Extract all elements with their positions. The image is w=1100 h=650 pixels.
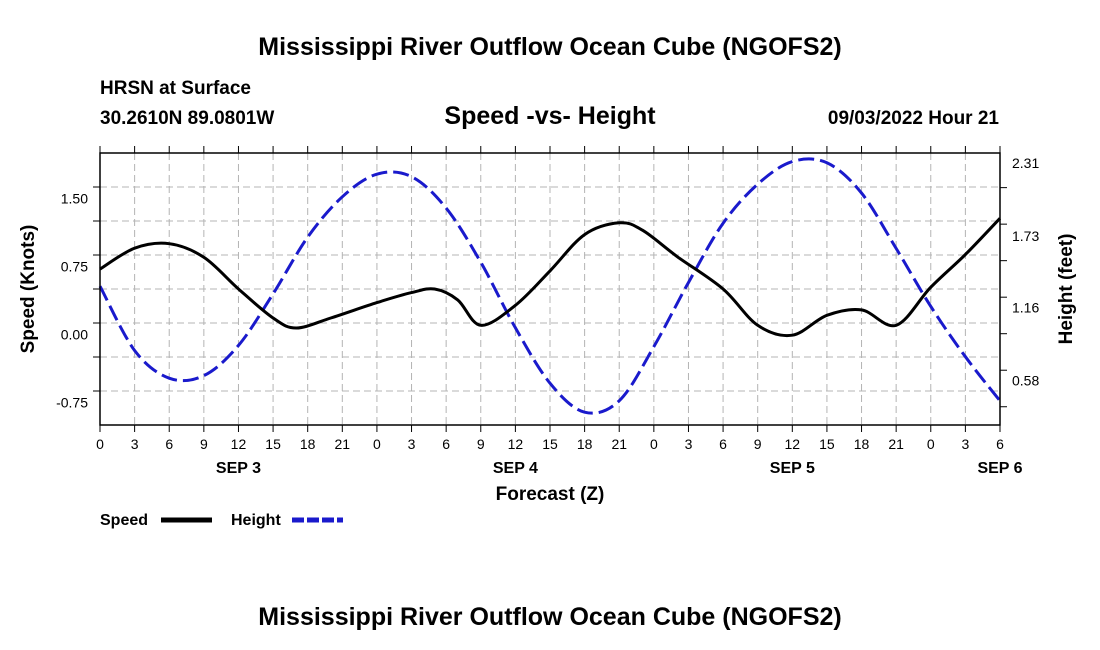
axis-tick-labels: 0 3 6 9 12 15 18 21 0 3 6 9 12 15 18 21 0 3 6 9 12 15 18 21 0 3 6 S… <box>56 155 1039 477</box>
x-tick-label: 3 <box>131 436 139 452</box>
x-tick-label: 18 <box>854 436 870 452</box>
x-tick-label: 12 <box>231 436 247 452</box>
legend: Speed Height <box>100 512 343 529</box>
x-tick-label: 9 <box>200 436 208 452</box>
y-tick-label: 0.75 <box>61 258 88 274</box>
y2-tick-label: 2.31 <box>1012 155 1039 171</box>
x-tick-label: 12 <box>508 436 524 452</box>
x-tick-label: 3 <box>685 436 693 452</box>
x-tick-label: 3 <box>408 436 416 452</box>
coordinates-label: 30.2610N 89.0801W <box>100 108 274 129</box>
y2-tick-label: 1.73 <box>1012 228 1039 244</box>
x-tick-label: 21 <box>888 436 904 452</box>
x-tick-label: 0 <box>650 436 658 452</box>
speed-series-line <box>99 217 1002 338</box>
x-tick-label: 0 <box>373 436 381 452</box>
x-tick-label: 18 <box>577 436 593 452</box>
y-tick-label: 1.50 <box>61 190 88 206</box>
x-tick-label: 0 <box>927 436 935 452</box>
height-series-line <box>98 157 1002 415</box>
x-tick-label: 6 <box>165 436 173 452</box>
station-label: HRSN at Surface <box>100 78 251 99</box>
x-tick-label: 9 <box>754 436 762 452</box>
day-label: SEP 5 <box>770 460 815 477</box>
x-tick-label: 6 <box>996 436 1004 452</box>
x-tick-label: 21 <box>611 436 627 452</box>
day-label: SEP 6 <box>977 460 1022 477</box>
x-tick-label: 15 <box>819 436 835 452</box>
grid <box>100 153 1000 425</box>
y2-axis-label: Height (feet) <box>1056 234 1077 345</box>
x-tick-label: 12 <box>785 436 801 452</box>
x-tick-label: 3 <box>961 436 969 452</box>
x-tick-label: 21 <box>335 436 351 452</box>
y-tick-label: -0.75 <box>56 394 88 410</box>
y-axis-label: Speed (Knots) <box>18 225 39 354</box>
x-tick-label: 15 <box>265 436 281 452</box>
x-tick-label: 0 <box>96 436 104 452</box>
legend-height-label: Height <box>231 512 281 529</box>
day-label: SEP 4 <box>493 460 538 477</box>
datetime-label: 09/03/2022 Hour 21 <box>828 108 1000 129</box>
y2-tick-label: 1.16 <box>1012 300 1039 316</box>
series-layer <box>98 157 1002 415</box>
day-label: SEP 3 <box>216 460 261 477</box>
x-tick-label: 15 <box>542 436 558 452</box>
chart-subtitle: Speed -vs- Height <box>444 102 656 130</box>
x-axis-label: Forecast (Z) <box>496 484 605 505</box>
bottom-title: Mississippi River Outflow Ocean Cube (NG… <box>258 603 841 631</box>
y-tick-label: 0.00 <box>61 326 88 342</box>
chart-title: Mississippi River Outflow Ocean Cube (NG… <box>258 33 841 61</box>
x-tick-label: 6 <box>719 436 727 452</box>
x-tick-label: 6 <box>442 436 450 452</box>
x-tick-label: 18 <box>300 436 316 452</box>
axis-ticks <box>93 146 1007 432</box>
legend-speed-label: Speed <box>100 512 148 529</box>
x-tick-label: 9 <box>477 436 485 452</box>
y2-tick-label: 0.58 <box>1012 373 1039 389</box>
